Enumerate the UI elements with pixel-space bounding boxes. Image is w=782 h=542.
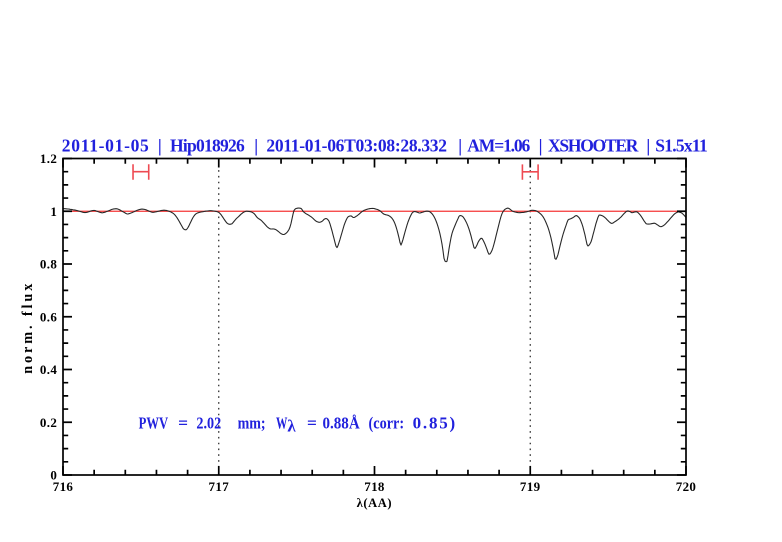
- svg-text:=: =: [178, 414, 188, 433]
- svg-text:PWV: PWV: [139, 414, 169, 433]
- svg-text:2011-01-06T03:08:28.332: 2011-01-06T03:08:28.332: [266, 135, 447, 155]
- svg-text:0.6: 0.6: [40, 309, 57, 324]
- svg-text:0.8: 0.8: [40, 257, 57, 272]
- svg-text:2011-01-05: 2011-01-05: [62, 135, 149, 155]
- svg-text:AM=1.06: AM=1.06: [467, 135, 530, 155]
- svg-text:2.02: 2.02: [196, 414, 221, 433]
- svg-text:(corr:: (corr:: [369, 414, 405, 433]
- svg-text:Hip018926: Hip018926: [170, 135, 245, 155]
- svg-text:1: 1: [50, 204, 57, 219]
- svg-text:S1.5x11: S1.5x11: [655, 135, 708, 155]
- svg-text:719: 719: [520, 479, 541, 494]
- svg-text:0: 0: [50, 468, 57, 483]
- svg-text:1.2: 1.2: [40, 151, 57, 166]
- svg-text:λ: λ: [287, 417, 296, 436]
- svg-text:|: |: [458, 135, 462, 155]
- svg-text:0.88Å: 0.88Å: [323, 414, 361, 433]
- svg-text:=: =: [307, 414, 317, 433]
- svg-text:XSHOOTER: XSHOOTER: [548, 135, 639, 155]
- svg-text:|: |: [539, 135, 543, 155]
- svg-text:0.4: 0.4: [40, 362, 57, 377]
- svg-text:718: 718: [364, 479, 385, 494]
- svg-text:λ(AA): λ(AA): [357, 496, 393, 510]
- svg-text:|: |: [158, 135, 162, 155]
- svg-text:717: 717: [209, 479, 230, 494]
- svg-text:mm;: mm;: [238, 414, 266, 433]
- svg-text:0.2: 0.2: [40, 415, 57, 430]
- svg-text:0.85): 0.85): [413, 414, 456, 433]
- svg-text:W: W: [276, 414, 287, 433]
- svg-text:norm. flux: norm. flux: [20, 281, 36, 374]
- svg-text:720: 720: [676, 479, 697, 494]
- svg-text:|: |: [254, 135, 258, 155]
- svg-text:716: 716: [53, 479, 74, 494]
- svg-text:|: |: [646, 135, 650, 155]
